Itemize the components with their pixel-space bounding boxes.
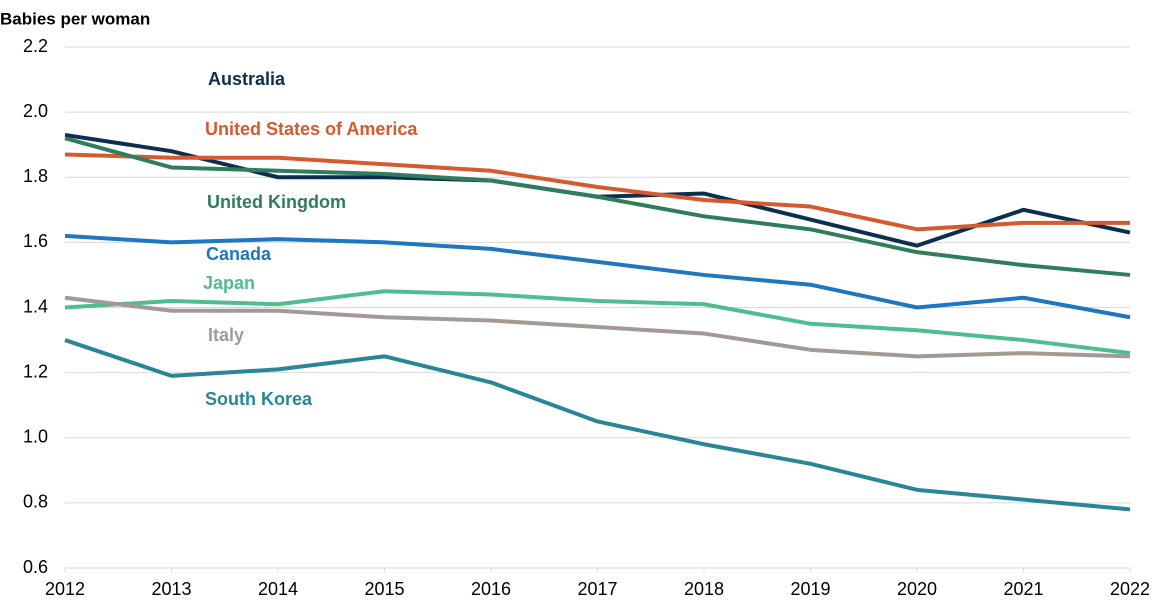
x-tick-label: 2015 <box>364 579 404 599</box>
x-tick-label: 2013 <box>151 579 191 599</box>
x-tick-label: 2017 <box>577 579 617 599</box>
x-tick-label: 2014 <box>258 579 298 599</box>
series-line <box>64 132 1131 248</box>
x-tick-label: 2020 <box>897 579 937 599</box>
x-tick-label: 2022 <box>1110 579 1150 599</box>
series-label: Canada <box>206 244 272 264</box>
series-label: Australia <box>208 69 286 89</box>
series-line <box>64 338 1131 512</box>
series-label: United Kingdom <box>207 192 346 212</box>
y-tick-label: 1.8 <box>23 166 48 186</box>
y-tick-label: 1.6 <box>23 231 48 251</box>
series-line <box>64 136 1131 277</box>
x-tick-label: 2021 <box>1003 579 1043 599</box>
y-tick-label: 1.2 <box>23 361 48 381</box>
x-tick-label: 2018 <box>684 579 724 599</box>
y-tick-label: 1.4 <box>23 296 48 316</box>
series-line <box>64 289 1131 356</box>
x-tick-label: 2012 <box>45 579 85 599</box>
series-line <box>64 233 1131 320</box>
series-label: United States of America <box>205 119 418 139</box>
x-tick-label: 2019 <box>790 579 830 599</box>
series-line <box>64 152 1130 232</box>
y-tick-label: 2.0 <box>23 101 48 121</box>
series-label: Italy <box>208 325 244 345</box>
y-tick-label: 0.6 <box>23 557 48 577</box>
y-tick-label: 0.8 <box>23 492 48 512</box>
y-tick-label: 2.2 <box>23 36 48 56</box>
series-label: Japan <box>203 273 255 293</box>
series-label: South Korea <box>205 389 313 409</box>
y-axis-title: Babies per woman <box>0 9 150 28</box>
x-tick-label: 2016 <box>471 579 511 599</box>
y-tick-label: 1.0 <box>23 427 48 447</box>
series-line <box>64 295 1131 359</box>
